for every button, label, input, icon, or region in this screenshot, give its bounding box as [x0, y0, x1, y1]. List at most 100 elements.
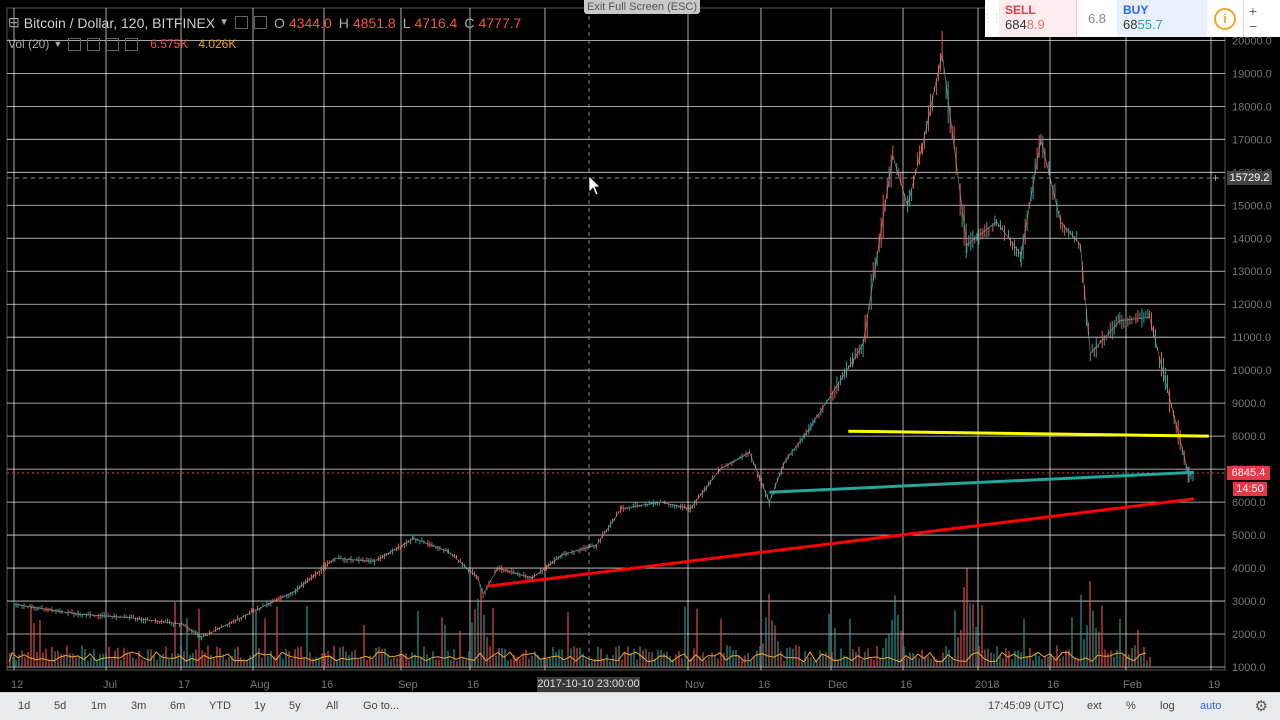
price-line-btcusd	[13, 53, 1195, 638]
volume-bar	[1011, 659, 1013, 667]
quantity-stepper[interactable]: + −	[1243, 0, 1262, 37]
close-value: 4777.7	[478, 14, 522, 31]
range-ytd-button[interactable]: YTD	[209, 700, 231, 712]
price-axis-label: 6000.0	[1232, 497, 1266, 509]
symbol-menu-icon[interactable]: ⊟	[8, 14, 20, 30]
volume-bar	[396, 657, 398, 667]
volume-bar	[297, 647, 299, 667]
volume-caret-icon[interactable]: ▼	[53, 39, 63, 49]
volume-bar	[528, 658, 530, 667]
volume-bar	[903, 646, 905, 667]
volume-bar	[252, 653, 254, 667]
volume-bar	[1083, 638, 1085, 667]
drag-handle-icon[interactable]: ⋮⋮	[982, 13, 1002, 24]
volume-bar	[618, 645, 620, 667]
volume-bar	[480, 588, 482, 667]
percent-toggle[interactable]: %	[1126, 700, 1136, 712]
crosshair-plus-icon[interactable]: +	[1212, 171, 1220, 185]
volume-bar	[939, 660, 941, 667]
volume-bar	[303, 657, 305, 667]
settings-icon[interactable]	[235, 16, 249, 29]
ext-toggle[interactable]: ext	[1087, 700, 1102, 712]
price-axis-label: 10000.0	[1232, 365, 1272, 377]
volume-bar	[951, 657, 953, 667]
log-toggle[interactable]: log	[1160, 700, 1175, 712]
volume-bar	[1020, 652, 1022, 667]
minus-icon[interactable]: −	[1248, 17, 1258, 34]
volume-bar	[60, 653, 62, 667]
volume-visibility-icon[interactable]	[87, 37, 101, 51]
volume-bar	[777, 641, 779, 667]
volume-bar	[429, 658, 431, 667]
plus-icon[interactable]: +	[1248, 2, 1258, 19]
price-axis-label: 11000.0	[1232, 332, 1271, 344]
volume-label[interactable]: Vol (20)	[8, 37, 50, 51]
volume-bar	[918, 658, 920, 667]
range-1m-button[interactable]: 1m	[91, 700, 107, 712]
range-1y-button[interactable]: 1y	[254, 700, 266, 712]
volume-bar	[1104, 649, 1106, 667]
volume-remove-icon[interactable]	[125, 37, 139, 51]
volume-bar	[507, 660, 509, 667]
goto-button[interactable]: Go to...	[363, 700, 400, 712]
sell-button[interactable]: SELL 6848.9	[999, 0, 1077, 37]
volume-bar	[492, 608, 494, 667]
volume-bar	[477, 598, 479, 667]
range-all-button[interactable]: All	[326, 700, 339, 712]
volume-bar	[543, 657, 545, 667]
volume-bar	[1149, 656, 1151, 667]
time-axis-label: 16	[467, 679, 479, 691]
volume-bar	[843, 655, 845, 667]
volume-bar	[291, 658, 293, 667]
volume-bar	[801, 660, 803, 667]
info-button[interactable]: i	[1207, 0, 1243, 37]
volume-bar	[726, 645, 728, 667]
volume-legend: Vol (20) ▼ 6.575K 4.026K	[8, 37, 236, 51]
volume-bar	[243, 658, 245, 667]
gear-icon[interactable]: ⚙	[1254, 698, 1268, 715]
volume-bar	[15, 659, 17, 667]
volume-bar	[114, 650, 116, 667]
volume-bar	[732, 650, 734, 667]
symbol-title[interactable]: Bitcoin / Dollar, 120, BITFINEX	[23, 14, 216, 31]
volume-bar	[987, 648, 989, 667]
volume-bar	[924, 656, 926, 667]
price-chart[interactable]: 20000.019000.018000.017000.016000.015000…	[0, 0, 1280, 692]
volume-bar	[78, 656, 80, 667]
volume-bar	[954, 610, 956, 667]
volume-format-icon[interactable]	[106, 37, 120, 51]
volume-bar	[813, 660, 815, 667]
range-6m-button[interactable]: 6m	[170, 700, 186, 712]
volume-bar	[51, 646, 53, 667]
volume-bar	[1134, 645, 1136, 667]
volume-bar	[978, 646, 980, 667]
range-1d-button[interactable]: 1d	[18, 700, 31, 712]
caret-down-icon[interactable]: ▼	[219, 17, 230, 28]
volume-bar	[573, 646, 575, 667]
range-5d-button[interactable]: 5d	[54, 700, 67, 712]
visibility-icon[interactable]	[254, 16, 268, 29]
volume-ma-line	[8, 651, 1147, 663]
volume-bar	[165, 646, 167, 667]
volume-bar	[168, 659, 170, 667]
volume-bar	[1110, 650, 1112, 667]
exit-fullscreen-button[interactable]: Exit Full Screen (ESC)	[584, 0, 700, 14]
utc-clock[interactable]: 17:45:09 (UTC)	[988, 700, 1064, 712]
volume-settings-icon[interactable]	[68, 37, 82, 51]
buy-button[interactable]: BUY 6855.7	[1117, 0, 1207, 37]
volume-bar	[213, 657, 215, 667]
auto-toggle[interactable]: auto	[1200, 700, 1222, 712]
volume-bar	[234, 649, 236, 667]
volume-bar	[825, 652, 827, 667]
volume-bar	[798, 646, 800, 667]
price-axis-label: 18000.0	[1232, 101, 1272, 113]
volume-bar	[30, 606, 32, 667]
volume-bar	[402, 654, 404, 667]
range-5y-button[interactable]: 5y	[289, 700, 301, 712]
volume-bar	[996, 646, 998, 667]
range-3m-button[interactable]: 3m	[131, 700, 147, 712]
volume-bar	[300, 646, 302, 667]
volume-bar	[441, 617, 443, 667]
volume-bar	[1074, 658, 1076, 667]
volume-bar	[636, 659, 638, 667]
